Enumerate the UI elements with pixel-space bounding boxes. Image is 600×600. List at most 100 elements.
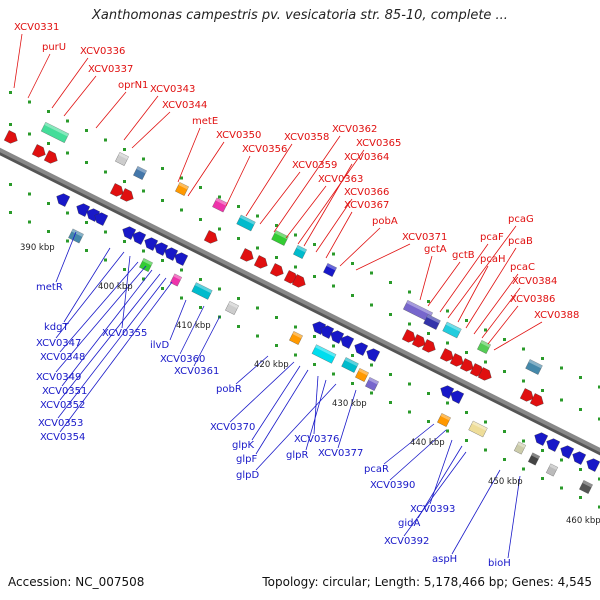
reverse-gene-arrow [164,247,179,261]
tick-label: 430 kbp [332,399,367,409]
reverse-gene-arrow [94,212,109,226]
tick-dot [598,385,600,389]
forward-gene-label: XCV0363 [318,174,363,185]
tick-dot [28,100,31,104]
tick-dot [256,306,259,310]
tick-dot [294,325,297,329]
reverse-label-leader [193,315,221,367]
tick-dot [9,91,12,94]
feature-box [323,263,337,277]
tick-dot [579,468,582,471]
tick-dot [579,376,582,379]
map-title: Xanthomonas campestris pv. vesicatoria s… [92,8,508,23]
feature-box [293,245,307,259]
tick-dot [465,351,468,354]
reverse-gene-label: XCV0354 [40,432,85,443]
tick-dot [28,220,31,224]
reverse-gene-arrow [320,325,335,339]
feature-box [525,359,543,375]
forward-label-leader [303,163,353,247]
feature-box [355,368,369,382]
feature-box [133,166,147,180]
tick-dot [85,161,88,164]
tick-dot [408,322,411,326]
reverse-label-leader [179,305,205,355]
reverse-gene-arrow [132,231,147,245]
tick-dot [161,287,164,290]
tick-dot [123,148,126,151]
forward-gene-label: XCV0359 [292,160,337,171]
tick-dot [370,303,373,307]
forward-gene-label: purU [42,42,66,53]
tick-dot [66,211,69,215]
tick-label: 400 kbp [98,282,133,292]
tick-dot [218,227,221,231]
tick-dot [332,344,335,348]
reverse-label-leader [305,379,327,451]
tick-dot [66,151,69,155]
reverse-gene-label: aspH [432,554,457,565]
forward-gene-arrow [519,388,534,402]
forward-gene-arrow [31,144,46,158]
tick-dot [389,313,392,316]
reverse-gene-label: XCV0361 [174,366,219,377]
tick-dot [47,110,50,113]
reverse-label-leader [59,281,173,433]
forward-label-leader [465,247,517,329]
reverse-gene-arrow [122,226,137,240]
tick-dot [370,363,373,367]
tick-dot [123,180,126,183]
forward-gene-arrow [291,274,306,288]
tick-dot [408,410,411,414]
tick-dot [275,316,278,319]
tick-dot [389,373,392,376]
forward-label-leader [51,57,89,109]
tick-label: 440 kbp [410,438,445,448]
reverse-gene-label: glpD [236,470,259,481]
tick-dot [28,192,31,196]
tick-dot [313,243,316,246]
forward-label-leader [447,225,517,319]
forward-gene-label: pcaB [508,236,533,247]
forward-label-leader [95,91,127,129]
tick-dot [370,271,373,275]
reverse-gene-label: gidA [398,518,420,529]
tick-dot [47,202,50,205]
forward-label-leader [285,185,327,239]
tick-dot [237,205,240,208]
tick-dot [560,458,563,462]
gene-features [3,122,600,494]
reverse-label-leader [59,261,139,353]
reverse-label-leader [389,429,447,481]
reverse-label-leader [57,277,167,419]
tick-dot [351,382,354,385]
reverse-label-leader [403,451,467,537]
forward-gene-label: XCV0371 [402,232,447,243]
tick-dot [180,296,183,300]
forward-gene-arrow [269,263,284,277]
tick-dot [123,268,126,271]
tick-dot [313,275,316,278]
genome-summary: Topology: circular; Length: 5,178,466 bp… [262,575,592,589]
reverse-label-leader [251,365,301,441]
tick-dot [66,239,69,243]
tick-dot [9,123,12,126]
backbone [0,147,600,456]
tick-dot [351,262,354,265]
forward-gene-label: XCV0365 [356,138,401,149]
forward-gene-label: XCV0331 [14,22,59,33]
reverse-label-leader [61,269,153,387]
tick-dot [541,477,544,480]
tick-dot [541,449,544,452]
tick-dot [351,354,354,357]
tick-dot [332,252,335,256]
reverse-label-leader [59,273,161,401]
forward-gene-arrow [439,348,454,362]
feature-box [513,441,527,455]
forward-gene-label: pobA [372,216,398,227]
reverse-label-leader [55,231,77,283]
gene-labels: XCV0331 purU XCV0336 XCV0337 oprN1 XCV0343 XCV… [14,22,579,569]
reverse-label-leader [121,255,131,329]
feature-box [139,258,153,272]
reverse-gene-label: glpR [286,450,308,461]
